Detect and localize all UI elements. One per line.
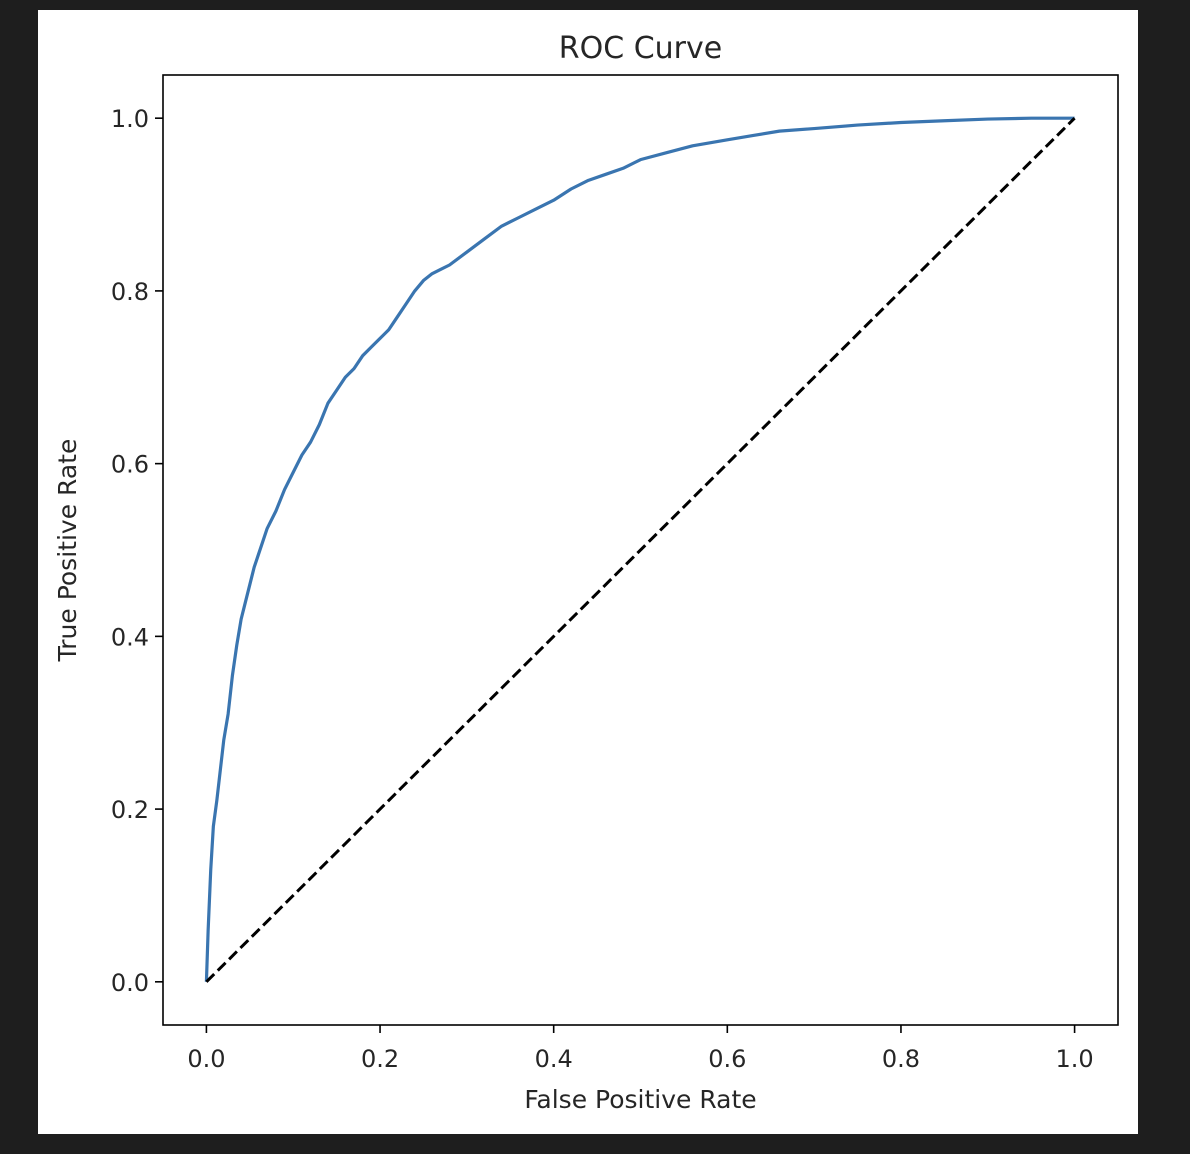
x-tick-label: 0.2 bbox=[361, 1045, 399, 1073]
axes-frame bbox=[162, 74, 1119, 1026]
plot-area: 0.0 0.2 0.4 0.6 0.8 1.0 0.0 0.2 0.4 0.6 0.8 1.0 bbox=[111, 74, 1119, 1073]
y-tick-label: 0.0 bbox=[111, 969, 149, 997]
y-tick-label: 0.6 bbox=[111, 451, 149, 479]
y-tick-label: 0.8 bbox=[111, 278, 149, 306]
x-tick-label: 0.4 bbox=[535, 1045, 573, 1073]
x-tick-label: 0.6 bbox=[708, 1045, 746, 1073]
y-tick-label: 0.2 bbox=[111, 796, 149, 824]
roc-chart: ROC Curve 0.0 0.2 0.4 0.6 0.8 1.0 0.0 0.2 0.4 0.6… bbox=[53, 31, 1119, 1114]
x-tick-label: 1.0 bbox=[1056, 1045, 1094, 1073]
chart-title: ROC Curve bbox=[559, 31, 722, 66]
x-tick-label: 0.0 bbox=[187, 1045, 225, 1073]
x-axis-label: False Positive Rate bbox=[524, 1085, 756, 1114]
x-tick-label: 0.8 bbox=[882, 1045, 920, 1073]
roc-curve-line bbox=[204, 116, 1075, 982]
y-tick-label: 0.4 bbox=[111, 623, 149, 651]
chart-figure: ROC Curve 0.0 0.2 0.4 0.6 0.8 1.0 0.0 0.2 0.4 0.6… bbox=[38, 10, 1138, 1134]
y-axis-label: True Positive Rate bbox=[53, 439, 82, 663]
y-tick-label: 1.0 bbox=[111, 105, 149, 133]
chance-diagonal-line bbox=[205, 117, 1076, 983]
